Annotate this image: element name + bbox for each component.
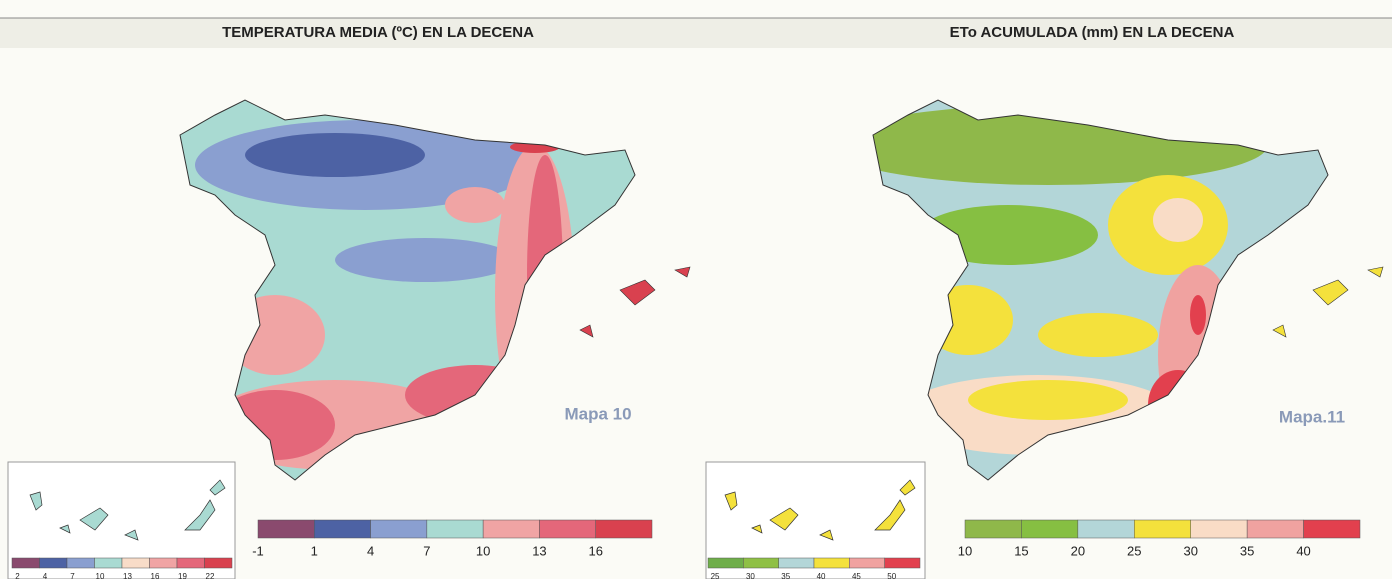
legend-swatch <box>205 558 233 568</box>
legend-swatch <box>177 558 205 568</box>
map-label: Mapa.11 <box>1279 407 1345 426</box>
panel-title: TEMPERATURA MEDIA (ºC) EN LA DECENA <box>222 24 534 41</box>
legend-label: 1 <box>311 543 318 558</box>
legend-swatch <box>122 558 150 568</box>
legend-label: 15 <box>1014 543 1028 558</box>
legend-label: 25 <box>711 572 720 579</box>
legend-swatch <box>885 558 920 568</box>
legend-label: 19 <box>178 572 187 579</box>
legend-swatch <box>1021 520 1077 538</box>
map-label: Mapa 10 <box>564 404 631 423</box>
legend-label: 13 <box>532 543 546 558</box>
legend-swatch <box>483 520 539 538</box>
legend-swatch <box>40 558 68 568</box>
legend-label: 10 <box>96 572 105 579</box>
legend-label: 50 <box>887 572 896 579</box>
legend-swatch <box>314 520 370 538</box>
legend-swatch <box>743 558 778 568</box>
legend-label: 10 <box>958 543 972 558</box>
page: TEMPERATURA MEDIA (ºC) EN LA DECENA ETo … <box>0 0 1392 579</box>
legend-swatch <box>596 520 652 538</box>
legend-label: 22 <box>206 572 215 579</box>
legend-label: 16 <box>151 572 160 579</box>
eto-map <box>828 95 1383 495</box>
legend-swatch <box>1134 520 1190 538</box>
legend-swatch <box>849 558 884 568</box>
legend-swatch <box>371 520 427 538</box>
legend-label: 4 <box>43 572 48 579</box>
legend-label: -1 <box>252 543 264 558</box>
legend-label: 4 <box>367 543 374 558</box>
legend-label: 35 <box>1240 543 1254 558</box>
legend-swatch <box>258 520 314 538</box>
legend-label: 20 <box>1071 543 1085 558</box>
legend-swatch <box>150 558 178 568</box>
legend-swatch <box>965 520 1021 538</box>
legend-swatch <box>539 520 595 538</box>
legend-label: 25 <box>1127 543 1141 558</box>
legend-swatch <box>779 558 814 568</box>
legend-label: 45 <box>852 572 861 579</box>
legend-label: 35 <box>781 572 790 579</box>
legend-label: 7 <box>70 572 75 579</box>
legend-label: 30 <box>746 572 755 579</box>
legend-label: 30 <box>1183 543 1197 558</box>
legend-label: 7 <box>423 543 430 558</box>
legend-label: 40 <box>817 572 826 579</box>
legend-swatch <box>1078 520 1134 538</box>
legend-label: 10 <box>476 543 490 558</box>
legend-label: 16 <box>588 543 602 558</box>
legend-swatch <box>12 558 40 568</box>
legend-label: 2 <box>15 572 20 579</box>
legend-swatch <box>1304 520 1360 538</box>
legend-label: 40 <box>1296 543 1310 558</box>
legend-swatch <box>814 558 849 568</box>
legend-swatch <box>95 558 123 568</box>
legend-swatch <box>1191 520 1247 538</box>
legend-label: 13 <box>123 572 132 579</box>
maps: TEMPERATURA MEDIA (ºC) EN LA DECENA ETo … <box>0 0 1392 579</box>
temperature-map <box>175 95 690 495</box>
legend-swatch <box>427 520 483 538</box>
legend-swatch <box>1247 520 1303 538</box>
legend-swatch <box>708 558 743 568</box>
legend-swatch <box>67 558 95 568</box>
panel-title: ETo ACUMULADA (mm) EN LA DECENA <box>950 24 1235 41</box>
